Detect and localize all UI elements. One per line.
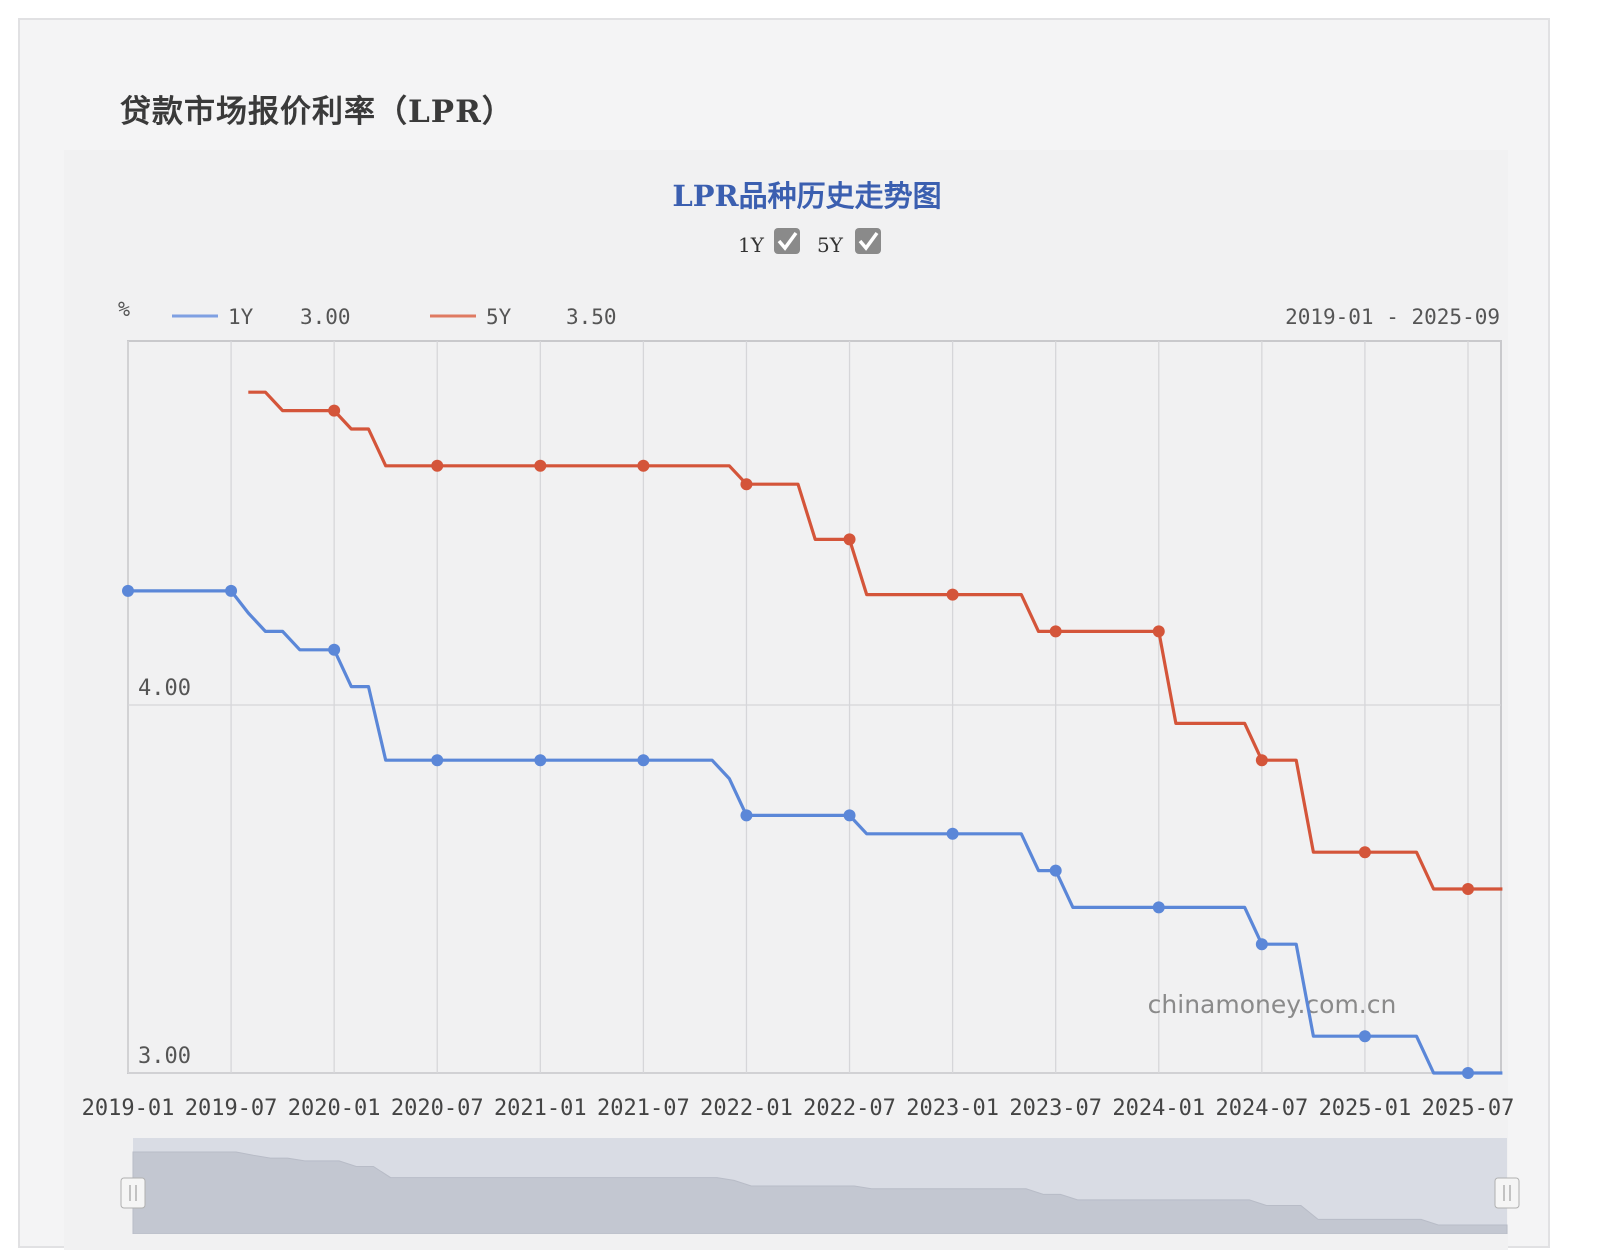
point-5y[interactable] (946, 588, 959, 601)
point-1y[interactable] (843, 809, 856, 822)
legend-5y-name: 5Y (486, 305, 512, 329)
series-line-1y (128, 589, 1503, 1075)
y-axis: 3.00 4.00 (138, 676, 191, 1069)
point-1y[interactable] (534, 754, 547, 767)
point-5y[interactable] (534, 459, 547, 472)
point-5y[interactable] (1358, 846, 1371, 859)
x-tick-label: 2023-01 (906, 1096, 999, 1121)
point-5y[interactable] (1049, 625, 1062, 638)
toggle-1y-label: 1Y (738, 233, 765, 257)
point-5y[interactable] (1255, 754, 1268, 767)
toggle-5y-label: 5Y (817, 233, 844, 257)
x-tick-label: 2024-01 (1112, 1096, 1205, 1121)
x-tick-label: 2025-01 (1319, 1096, 1412, 1121)
series-line-5y (248, 390, 1503, 891)
toggle-5y-checkbox[interactable] (855, 228, 881, 254)
point-1y[interactable] (1152, 901, 1165, 914)
point-5y[interactable] (431, 459, 444, 472)
x-tick-label: 2020-01 (288, 1096, 381, 1121)
legend-1y-value: 3.00 (300, 305, 351, 329)
point-5y[interactable] (328, 404, 341, 417)
point-5y[interactable] (843, 533, 856, 546)
series-lines (122, 390, 1503, 1079)
chart-title: LPR品种历史走势图 (672, 179, 941, 213)
navigator-series-area (132, 1151, 1508, 1234)
x-tick-label: 2022-01 (700, 1096, 793, 1121)
page-title: 贷款市场报价利率（LPR） (120, 94, 514, 130)
point-1y[interactable] (637, 754, 650, 767)
point-1y[interactable] (1255, 938, 1268, 951)
x-tick-label: 2021-01 (494, 1096, 587, 1121)
x-axis: 2019-01 2019-07 2020-01 2020-07 2021-01 2021-… (82, 1096, 1515, 1121)
point-1y[interactable] (1358, 1030, 1371, 1043)
point-1y[interactable] (1049, 864, 1062, 877)
point-1y[interactable] (328, 643, 341, 656)
y-tick-label: 4.00 (138, 676, 191, 701)
point-1y[interactable] (431, 754, 444, 767)
x-tick-label: 2021-07 (597, 1096, 690, 1121)
x-tick-label: 2024-07 (1215, 1096, 1308, 1121)
point-1y[interactable] (225, 584, 238, 597)
x-tick-label: 2019-01 (82, 1096, 175, 1121)
point-5y[interactable] (1152, 625, 1165, 638)
point-1y[interactable] (740, 809, 753, 822)
navigator-handle-right[interactable] (1494, 1177, 1520, 1209)
point-5y[interactable] (637, 459, 650, 472)
x-tick-label: 2025-07 (1422, 1096, 1515, 1121)
watermark: chinamoney.com.cn (1148, 990, 1397, 1019)
date-range: 2019-01 - 2025-09 (1285, 305, 1500, 329)
point-1y[interactable] (946, 827, 959, 840)
x-tick-label: 2020-07 (391, 1096, 484, 1121)
navigator-handle-left[interactable] (120, 1177, 146, 1209)
legend-1y-name: 1Y (228, 305, 254, 329)
x-tick-label: 2019-07 (185, 1096, 278, 1121)
plot-area (127, 340, 1502, 1074)
point-1y[interactable] (122, 584, 134, 597)
point-5y[interactable] (740, 478, 753, 491)
y-tick-label: 3.00 (138, 1044, 191, 1069)
legend-5y-value: 3.50 (566, 305, 617, 329)
unit-label: % (118, 297, 130, 321)
toggle-1y-checkbox[interactable] (774, 228, 800, 254)
point-1y[interactable] (1462, 1067, 1474, 1079)
x-tick-label: 2023-07 (1009, 1096, 1102, 1121)
point-5y[interactable] (1462, 883, 1474, 895)
x-tick-label: 2022-07 (803, 1096, 896, 1121)
